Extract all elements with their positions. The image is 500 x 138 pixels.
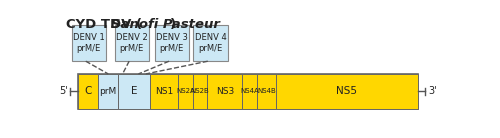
Text: NS2B: NS2B (190, 88, 210, 95)
Text: NS1: NS1 (155, 87, 173, 96)
Text: NS2A: NS2A (176, 88, 195, 95)
Bar (178, 74, 192, 109)
Bar (150, 74, 178, 109)
Bar (72, 25, 106, 61)
Text: NS5: NS5 (336, 87, 357, 96)
Text: C: C (84, 87, 92, 96)
Text: NS4A: NS4A (240, 88, 259, 95)
Text: 5': 5' (59, 87, 68, 96)
Bar (194, 25, 228, 61)
Text: DENV 1
prM/E: DENV 1 prM/E (73, 33, 104, 53)
Bar (98, 74, 118, 109)
Bar (78, 74, 98, 109)
Text: ): ) (170, 18, 176, 31)
Bar (208, 74, 242, 109)
Bar (192, 74, 208, 109)
Text: prM: prM (100, 87, 117, 96)
Bar (154, 25, 189, 61)
Text: DENV 4
prM/E: DENV 4 prM/E (194, 33, 226, 53)
Text: DENV 3
prM/E: DENV 3 prM/E (156, 33, 188, 53)
Bar (242, 74, 257, 109)
Bar (276, 74, 418, 109)
Text: CYD TDV (: CYD TDV ( (66, 18, 142, 31)
Text: NS3: NS3 (216, 87, 234, 96)
Bar (78, 74, 418, 109)
Bar (257, 74, 276, 109)
Text: E: E (131, 87, 138, 96)
Text: DENV 2
prM/E: DENV 2 prM/E (116, 33, 148, 53)
Bar (115, 25, 149, 61)
Bar (118, 74, 150, 109)
Text: NS4B: NS4B (257, 88, 276, 95)
Text: 3': 3' (428, 87, 436, 96)
Text: Sanofi Pasteur: Sanofi Pasteur (112, 18, 220, 31)
